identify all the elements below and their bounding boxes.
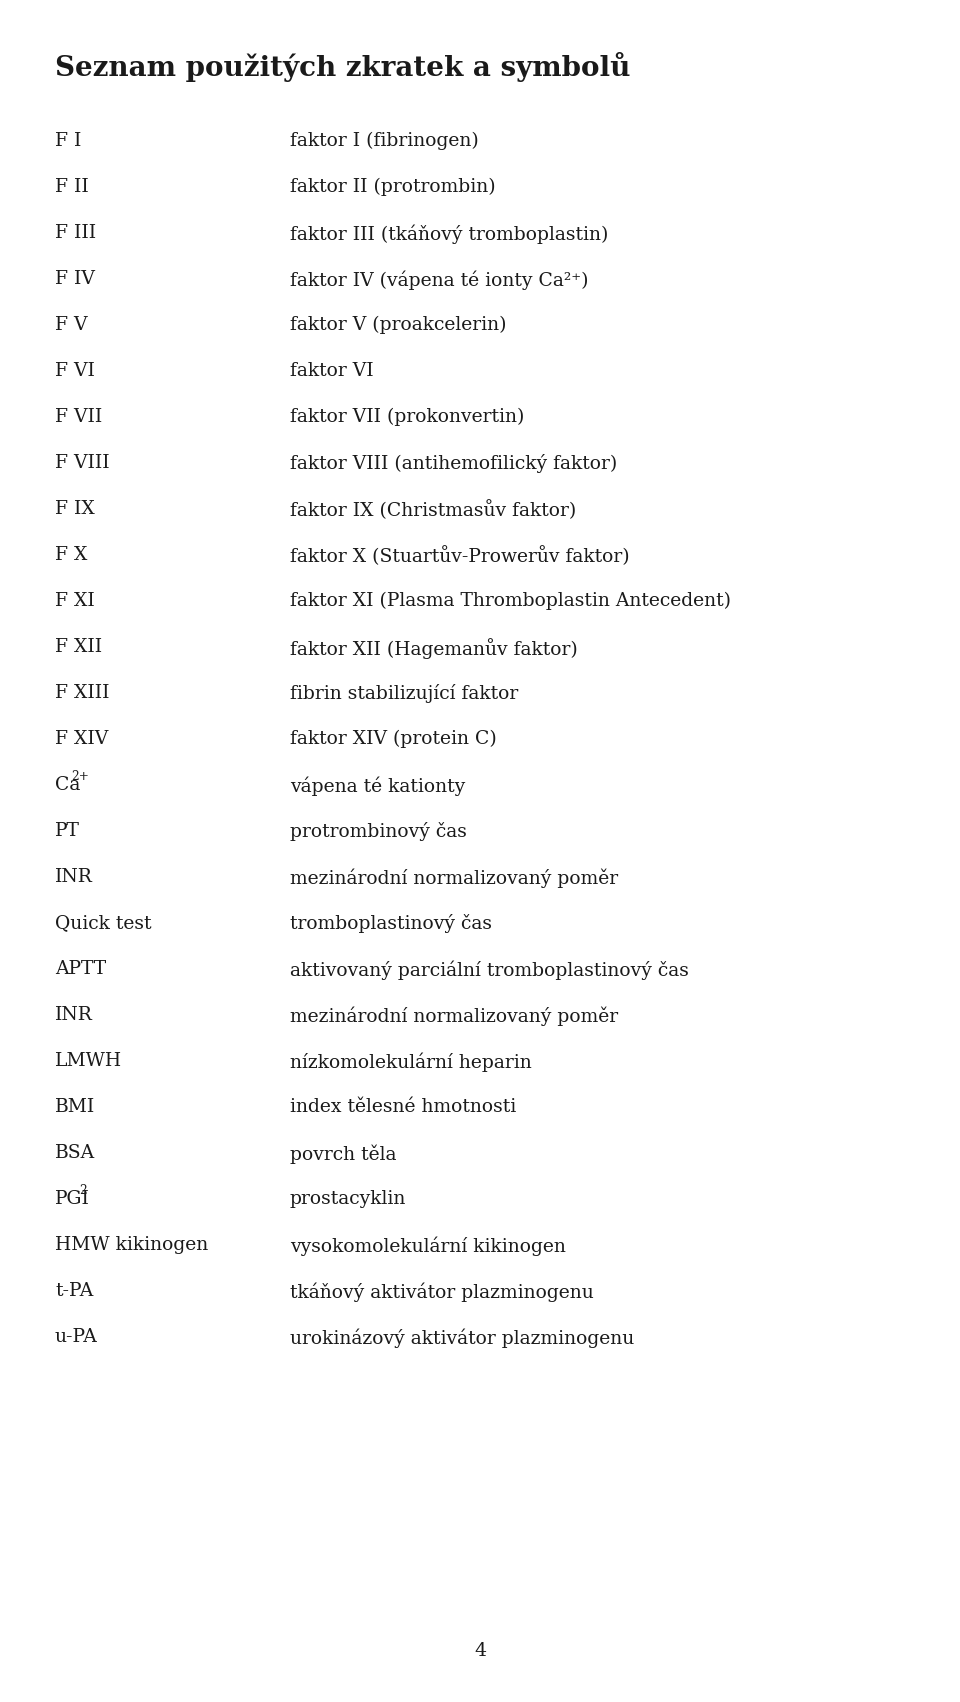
Text: nízkomolekulární heparin: nízkomolekulární heparin (290, 1052, 532, 1072)
Text: INR: INR (55, 1006, 93, 1025)
Text: F X: F X (55, 546, 87, 563)
Text: F VI: F VI (55, 363, 95, 380)
Text: tromboplastinový čas: tromboplastinový čas (290, 914, 492, 933)
Text: faktor XII (Hagemanův faktor): faktor XII (Hagemanův faktor) (290, 638, 578, 659)
Text: LMWH: LMWH (55, 1052, 122, 1071)
Text: F III: F III (55, 225, 96, 242)
Text: faktor VII (prokonvertin): faktor VII (prokonvertin) (290, 408, 524, 426)
Text: povrch těla: povrch těla (290, 1144, 396, 1164)
Text: F IX: F IX (55, 500, 95, 517)
Text: PGI: PGI (55, 1190, 90, 1208)
Text: vysokomolekulární kikinogen: vysokomolekulární kikinogen (290, 1236, 565, 1256)
Text: faktor V (proakcelerin): faktor V (proakcelerin) (290, 317, 507, 334)
Text: Seznam použitých zkratek a symbolů: Seznam použitých zkratek a symbolů (55, 53, 631, 82)
Text: F VII: F VII (55, 408, 103, 426)
Text: F XIV: F XIV (55, 730, 108, 747)
Text: INR: INR (55, 868, 93, 887)
Text: mezinárodní normalizovaný poměr: mezinárodní normalizovaný poměr (290, 868, 618, 887)
Text: prostacyklin: prostacyklin (290, 1190, 406, 1208)
Text: fibrin stabilizující faktor: fibrin stabilizující faktor (290, 684, 518, 703)
Text: mezinárodní normalizovaný poměr: mezinárodní normalizovaný poměr (290, 1006, 618, 1026)
Text: faktor VI: faktor VI (290, 363, 373, 380)
Text: PT: PT (55, 822, 80, 841)
Text: faktor X (Stuartův-Prowerův faktor): faktor X (Stuartův-Prowerův faktor) (290, 546, 630, 565)
Text: faktor I (fibrinogen): faktor I (fibrinogen) (290, 133, 479, 150)
Text: F XII: F XII (55, 638, 102, 655)
Text: F I: F I (55, 133, 82, 150)
Text: t-PA: t-PA (55, 1282, 93, 1300)
Text: faktor IV (vápena té ionty Ca²⁺): faktor IV (vápena té ionty Ca²⁺) (290, 271, 588, 289)
Text: 4: 4 (474, 1642, 486, 1659)
Text: 2: 2 (80, 1185, 87, 1197)
Text: F II: F II (55, 179, 88, 196)
Text: BSA: BSA (55, 1144, 95, 1162)
Text: APTT: APTT (55, 960, 107, 979)
Text: F IV: F IV (55, 271, 95, 288)
Text: faktor II (protrombin): faktor II (protrombin) (290, 179, 495, 196)
Text: F V: F V (55, 317, 87, 334)
Text: F XI: F XI (55, 592, 95, 609)
Text: faktor VIII (antihemofilický faktor): faktor VIII (antihemofilický faktor) (290, 454, 617, 473)
Text: F VIII: F VIII (55, 454, 109, 471)
Text: faktor XI (Plasma Thromboplastin Antecedent): faktor XI (Plasma Thromboplastin Anteced… (290, 592, 731, 611)
Text: 2+: 2+ (71, 769, 89, 783)
Text: aktivovaný parciální tromboplastinový čas: aktivovaný parciální tromboplastinový ča… (290, 960, 689, 979)
Text: Quick test: Quick test (55, 914, 152, 933)
Text: urokinázový aktivátor plazminogenu: urokinázový aktivátor plazminogenu (290, 1328, 635, 1348)
Text: u-PA: u-PA (55, 1328, 98, 1346)
Text: F XIII: F XIII (55, 684, 109, 701)
Text: BMI: BMI (55, 1098, 95, 1117)
Text: HMW kikinogen: HMW kikinogen (55, 1236, 208, 1254)
Text: vápena té kationty: vápena té kationty (290, 776, 466, 795)
Text: index tělesné hmotnosti: index tělesné hmotnosti (290, 1098, 516, 1117)
Text: protrombinový čas: protrombinový čas (290, 822, 467, 841)
Text: tkáňový aktivátor plazminogenu: tkáňový aktivátor plazminogenu (290, 1282, 593, 1302)
Text: Ca: Ca (55, 776, 81, 795)
Text: faktor III (tkáňový tromboplastin): faktor III (tkáňový tromboplastin) (290, 225, 609, 243)
Text: faktor IX (Christmasův faktor): faktor IX (Christmasův faktor) (290, 500, 576, 519)
Text: faktor XIV (protein C): faktor XIV (protein C) (290, 730, 496, 749)
